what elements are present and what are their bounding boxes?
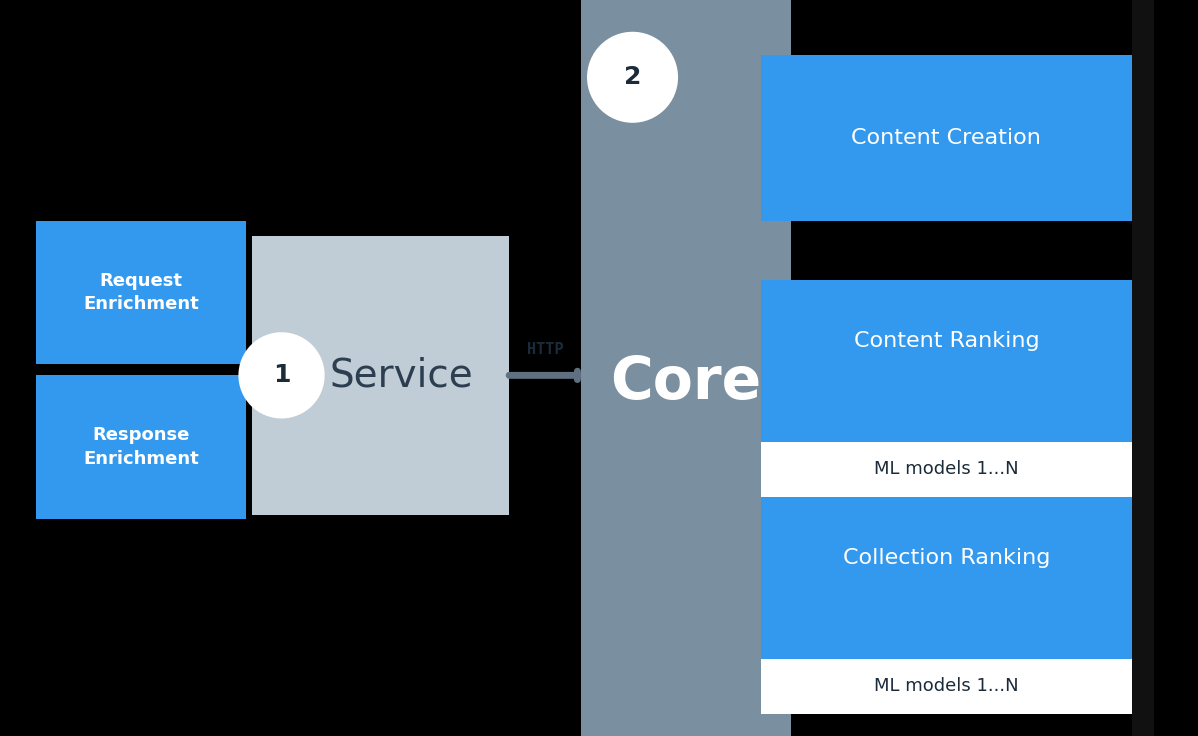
Text: ML models 1...N: ML models 1...N bbox=[875, 677, 1018, 696]
Bar bbox=[761, 442, 1132, 497]
Text: Response
Enrichment: Response Enrichment bbox=[83, 426, 199, 468]
Bar bbox=[581, 0, 791, 736]
Text: Collection Ranking: Collection Ranking bbox=[842, 548, 1051, 568]
Text: 1: 1 bbox=[273, 364, 290, 387]
Text: ML models 1...N: ML models 1...N bbox=[875, 460, 1018, 478]
Text: Request
Enrichment: Request Enrichment bbox=[83, 272, 199, 314]
Text: HTTP: HTTP bbox=[527, 342, 563, 357]
Bar bbox=[761, 55, 1132, 221]
Bar bbox=[761, 497, 1132, 659]
Text: Core: Core bbox=[610, 354, 762, 411]
Bar bbox=[1132, 0, 1154, 736]
Text: Service: Service bbox=[329, 356, 473, 394]
Text: Content Ranking: Content Ranking bbox=[854, 331, 1039, 351]
Bar bbox=[761, 280, 1132, 442]
Bar bbox=[36, 221, 246, 364]
Text: Content Creation: Content Creation bbox=[852, 128, 1041, 148]
Bar bbox=[36, 375, 246, 519]
Ellipse shape bbox=[587, 32, 678, 123]
Bar bbox=[761, 659, 1132, 714]
Text: 2: 2 bbox=[624, 66, 641, 89]
Bar bbox=[252, 236, 509, 515]
Ellipse shape bbox=[238, 332, 325, 419]
